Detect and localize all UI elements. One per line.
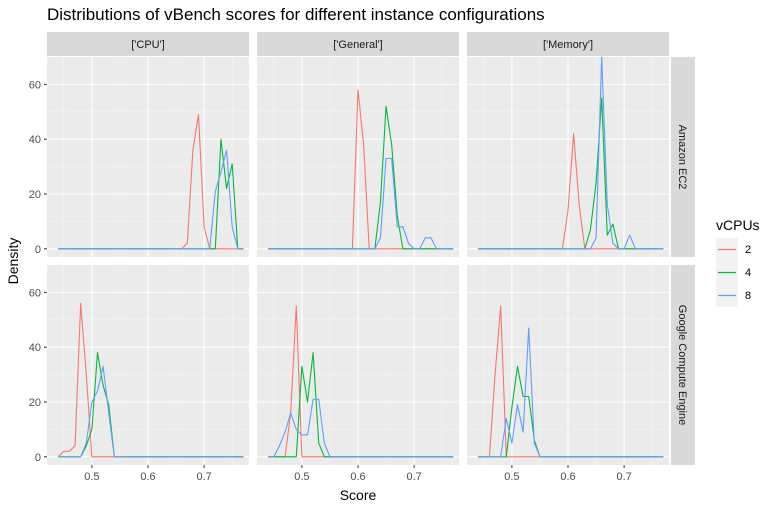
legend-title: vCPUs — [716, 217, 760, 233]
x-tick-label: 0.7 — [196, 471, 211, 483]
y-tick-label: 60 — [29, 287, 41, 299]
column-strip-label: ['CPU'] — [131, 39, 165, 51]
legend: vCPUs 2 4 8 — [716, 217, 760, 307]
facet-panel — [257, 265, 459, 465]
legend-label: 8 — [745, 290, 751, 302]
density-line-vcpu-8 — [268, 398, 454, 458]
x-tick-label: 0.7 — [616, 471, 631, 483]
x-tick-label: 0.6 — [140, 471, 155, 483]
row-strip — [671, 57, 695, 257]
legend-entries: 2 4 8 — [716, 238, 751, 307]
y-tick-label: 20 — [29, 189, 41, 201]
y-tick-label: 40 — [29, 342, 41, 354]
row-strip-label: Amazon EC2 — [676, 125, 688, 190]
panels-layer: ['CPU'] ['General'] ['Memory'] Amazon EC2 Go… — [29, 32, 695, 483]
chart-title: Distributions of vBench scores for diffe… — [47, 5, 545, 24]
column-strip — [47, 32, 249, 56]
density-line-vcpu-2 — [57, 302, 244, 458]
x-tick-label: 0.5 — [84, 471, 99, 483]
density-line-vcpu-8 — [478, 56, 664, 250]
density-line-vcpu-4 — [58, 138, 244, 250]
y-axis-title: Density — [5, 238, 21, 285]
density-line-vcpu-8 — [58, 149, 244, 250]
legend-label: 4 — [745, 267, 751, 279]
density-line-vcpu-4 — [478, 97, 664, 250]
facet-panel — [47, 57, 249, 257]
density-line-vcpu-8 — [268, 157, 454, 250]
x-tick-label: 0.6 — [560, 471, 575, 483]
x-tick-label: 0.6 — [350, 471, 365, 483]
x-tick-label: 0.5 — [504, 471, 519, 483]
density-line-vcpu-8 — [58, 365, 244, 458]
density-line-vcpu-4 — [268, 352, 454, 458]
x-tick-label: 0.5 — [294, 471, 309, 483]
y-tick-label: 0 — [35, 244, 41, 256]
facet-panel — [47, 265, 249, 465]
row-strip — [671, 265, 695, 465]
y-tick-label: 0 — [35, 452, 41, 464]
facet-panel — [467, 265, 669, 465]
y-tick-label: 60 — [29, 79, 41, 91]
row-strip-label: Google Compute Engine — [676, 305, 688, 425]
facet-panel — [467, 56, 669, 257]
facet-panel — [257, 57, 459, 257]
column-strip-label: ['General'] — [333, 39, 382, 51]
density-line-vcpu-8 — [478, 327, 664, 458]
density-line-vcpu-4 — [268, 105, 454, 250]
column-strip-label: ['Memory'] — [543, 39, 593, 51]
legend-label: 2 — [745, 244, 751, 256]
x-tick-label: 0.7 — [406, 471, 421, 483]
y-tick-label: 40 — [29, 134, 41, 146]
x-axis-title: Score — [340, 487, 377, 503]
column-strip — [467, 32, 669, 56]
column-strip — [257, 32, 459, 56]
y-tick-label: 20 — [29, 397, 41, 409]
